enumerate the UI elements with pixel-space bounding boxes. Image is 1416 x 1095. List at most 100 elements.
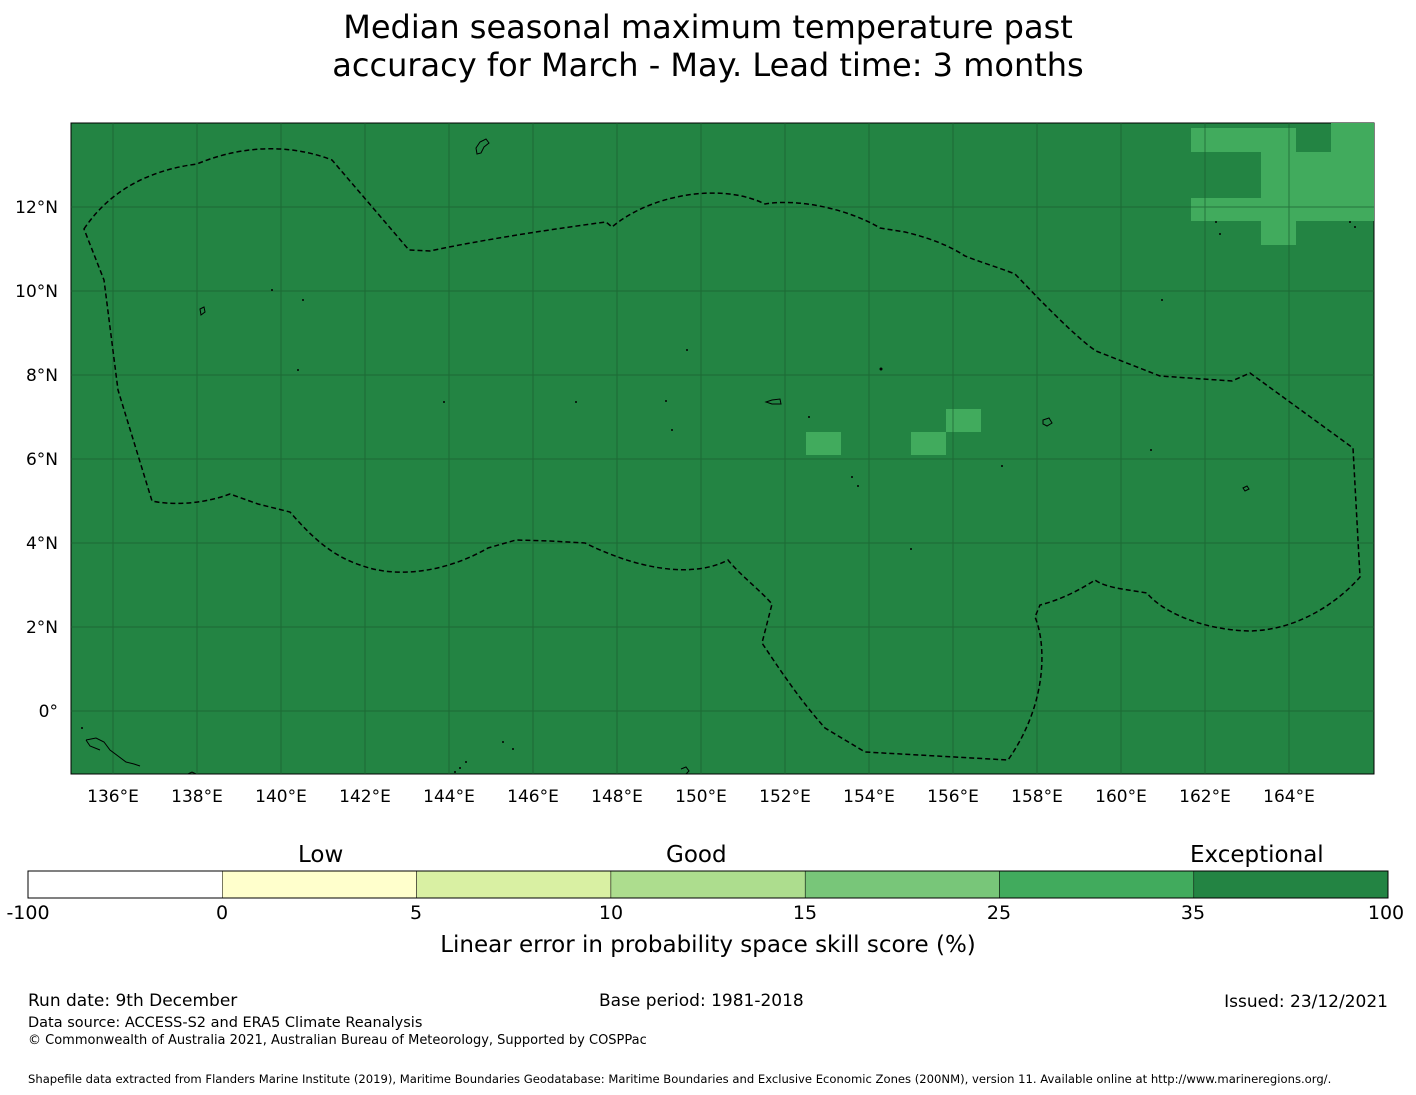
- y-tick-label: 2°N: [26, 618, 58, 638]
- x-tick-label: 148°E: [591, 787, 643, 807]
- atoll-dot: [512, 748, 514, 750]
- gridlines: [71, 123, 1374, 774]
- colorbar-outline: [27, 870, 1389, 899]
- atoll-dot: [686, 349, 688, 351]
- island-kosrae: [1242, 485, 1250, 492]
- skill-patches: [806, 123, 1374, 455]
- atoll-dot: [465, 761, 467, 763]
- atoll-dot: [851, 476, 853, 478]
- run-date: Run date: 9th December: [28, 991, 238, 1011]
- map-title-line-2: accuracy for March - May. Lead time: 3 m…: [332, 46, 1084, 84]
- data-source: Data source: ACCESS-S2 and ERA5 Climate …: [28, 1015, 423, 1031]
- skill-patch: [946, 409, 981, 432]
- colorbar-segment: [1193, 870, 1389, 899]
- eez-boundary: [83, 147, 1361, 761]
- atolls: [81, 221, 1356, 773]
- colorbar-segment: [27, 870, 223, 899]
- colorbar-segment: [999, 870, 1195, 899]
- x-tick-label: 154°E: [843, 787, 895, 807]
- map-background: [70, 122, 1375, 775]
- colorbar-segment: [416, 870, 612, 899]
- category-label-good: Good: [666, 842, 727, 868]
- x-tick-label: 138°E: [171, 787, 223, 807]
- y-tick-label: 10°N: [15, 282, 58, 302]
- x-tick-label: 140°E: [255, 787, 307, 807]
- y-tick-label: 4°N: [26, 534, 58, 554]
- y-tick-label: 6°N: [26, 450, 58, 470]
- island-yap: [199, 306, 206, 316]
- atoll-dot: [443, 401, 445, 403]
- atoll-dot: [502, 741, 504, 743]
- x-tick-label: 158°E: [1011, 787, 1063, 807]
- shapefile-credit: Shapefile data extracted from Flanders M…: [28, 1072, 1332, 1086]
- skill-patch: [911, 432, 946, 455]
- colorbar: [27, 870, 1389, 899]
- atoll-dot: [575, 401, 577, 403]
- x-tick-label: 144°E: [423, 787, 475, 807]
- colorbar-tick-label: 10: [598, 902, 624, 924]
- atoll-dot: [81, 727, 83, 729]
- skill-patch: [1331, 123, 1374, 152]
- atoll-dot: [1150, 449, 1152, 451]
- x-tick-label: 142°E: [339, 787, 391, 807]
- y-axis-ticks: 12°N 10°N 8°N 6°N 4°N 2°N 0°: [15, 198, 58, 722]
- atoll-dot: [1215, 221, 1217, 223]
- atoll-dot: [1349, 221, 1351, 223]
- x-tick-label: 156°E: [927, 787, 979, 807]
- atoll-dot: [1354, 226, 1356, 228]
- x-tick-label: 150°E: [675, 787, 727, 807]
- atoll-dot: [671, 429, 673, 431]
- atoll-dot: [879, 367, 883, 371]
- y-tick-label: 0°: [39, 702, 58, 722]
- x-tick-label: 160°E: [1095, 787, 1147, 807]
- island-small-south: [680, 766, 690, 775]
- islands: [85, 138, 1250, 775]
- island-small-southwest: [187, 771, 197, 775]
- y-tick-label: 8°N: [26, 366, 58, 386]
- atoll-dot: [459, 767, 461, 769]
- colorbar-caption: Linear error in probability space skill …: [440, 932, 976, 958]
- island-pohnpei: [1042, 417, 1053, 427]
- colorbar-tick-label: -100: [6, 902, 50, 924]
- x-tick-label: 146°E: [507, 787, 559, 807]
- colorbar-tick-label: 35: [1180, 902, 1206, 924]
- x-tick-label: 152°E: [759, 787, 811, 807]
- colorbar-tick-label: 15: [792, 902, 818, 924]
- island-new-guinea-coast: [85, 737, 141, 767]
- y-tick-label: 12°N: [15, 198, 58, 218]
- x-tick-label: 162°E: [1179, 787, 1231, 807]
- map-title-line-1: Median seasonal maximum temperature past: [343, 8, 1073, 46]
- atoll-dot: [808, 416, 810, 418]
- skill-patch: [1261, 152, 1374, 198]
- colorbar-segment: [804, 870, 1000, 899]
- atoll-dot: [271, 289, 273, 291]
- skill-patch: [1191, 198, 1374, 221]
- category-label-low: Low: [298, 842, 344, 868]
- issued-date: Issued: 23/12/2021: [1224, 992, 1388, 1012]
- x-tick-label: 136°E: [87, 787, 139, 807]
- colorbar-tick-label: 5: [409, 902, 423, 924]
- island-chuuk: [764, 398, 782, 405]
- skill-patch: [1261, 221, 1296, 245]
- x-axis-ticks: 136°E 138°E 140°E 142°E 144°E 146°E 148°…: [87, 787, 1315, 807]
- atoll-dot: [302, 299, 304, 301]
- colorbar-tick-label: 100: [1367, 902, 1405, 924]
- atoll-dot: [857, 485, 859, 487]
- atoll-dot: [1161, 299, 1163, 301]
- base-period: Base period: 1981-2018: [599, 991, 804, 1011]
- colorbar-tick-label: 25: [986, 902, 1012, 924]
- atoll-dot: [1001, 465, 1003, 467]
- x-tick-label: 164°E: [1263, 787, 1315, 807]
- colorbar-segment: [222, 870, 417, 899]
- atoll-dot: [1219, 233, 1221, 235]
- skill-patch: [1191, 128, 1296, 152]
- colorbar-tick-label: 0: [215, 902, 229, 924]
- category-label-exceptional: Exceptional: [1190, 842, 1324, 868]
- atoll-dot: [297, 369, 299, 371]
- atoll-dot: [910, 548, 912, 550]
- island-guam: [475, 138, 490, 155]
- atoll-dot: [665, 400, 667, 402]
- skill-patch: [806, 432, 841, 455]
- atoll-dot: [454, 771, 456, 773]
